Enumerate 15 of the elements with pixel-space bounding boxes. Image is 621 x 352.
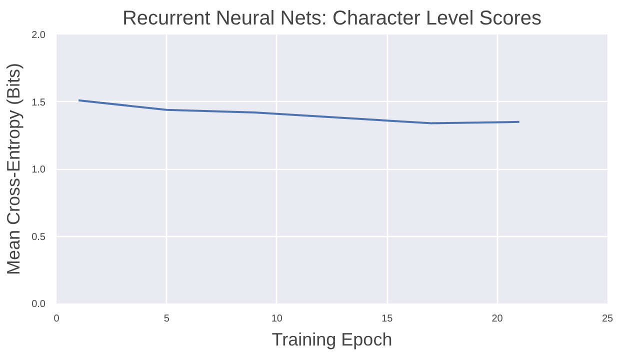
y-tick-label: 0.0 (32, 299, 46, 310)
y-tick-label: 1.5 (32, 97, 46, 108)
x-tick-label: 5 (164, 314, 170, 324)
x-tick-label: 25 (602, 314, 614, 324)
y-tick-label: 0.5 (32, 232, 46, 243)
y-tick-label: 1.0 (32, 164, 46, 176)
x-tick-label: 20 (492, 314, 504, 324)
y-tick-label: 2.0 (32, 30, 46, 41)
x-tick-label: 10 (271, 314, 283, 324)
chart-title: Recurrent Neural Nets: Character Level Scores (122, 8, 542, 30)
line-series (78, 99, 520, 124)
x-tick-label: 15 (382, 314, 394, 324)
x-axis-title: Training Epoch (272, 330, 392, 350)
x-tick-label: 0 (54, 314, 60, 324)
y-axis-title: Mean Cross-Entropy (Bits) (4, 62, 24, 276)
